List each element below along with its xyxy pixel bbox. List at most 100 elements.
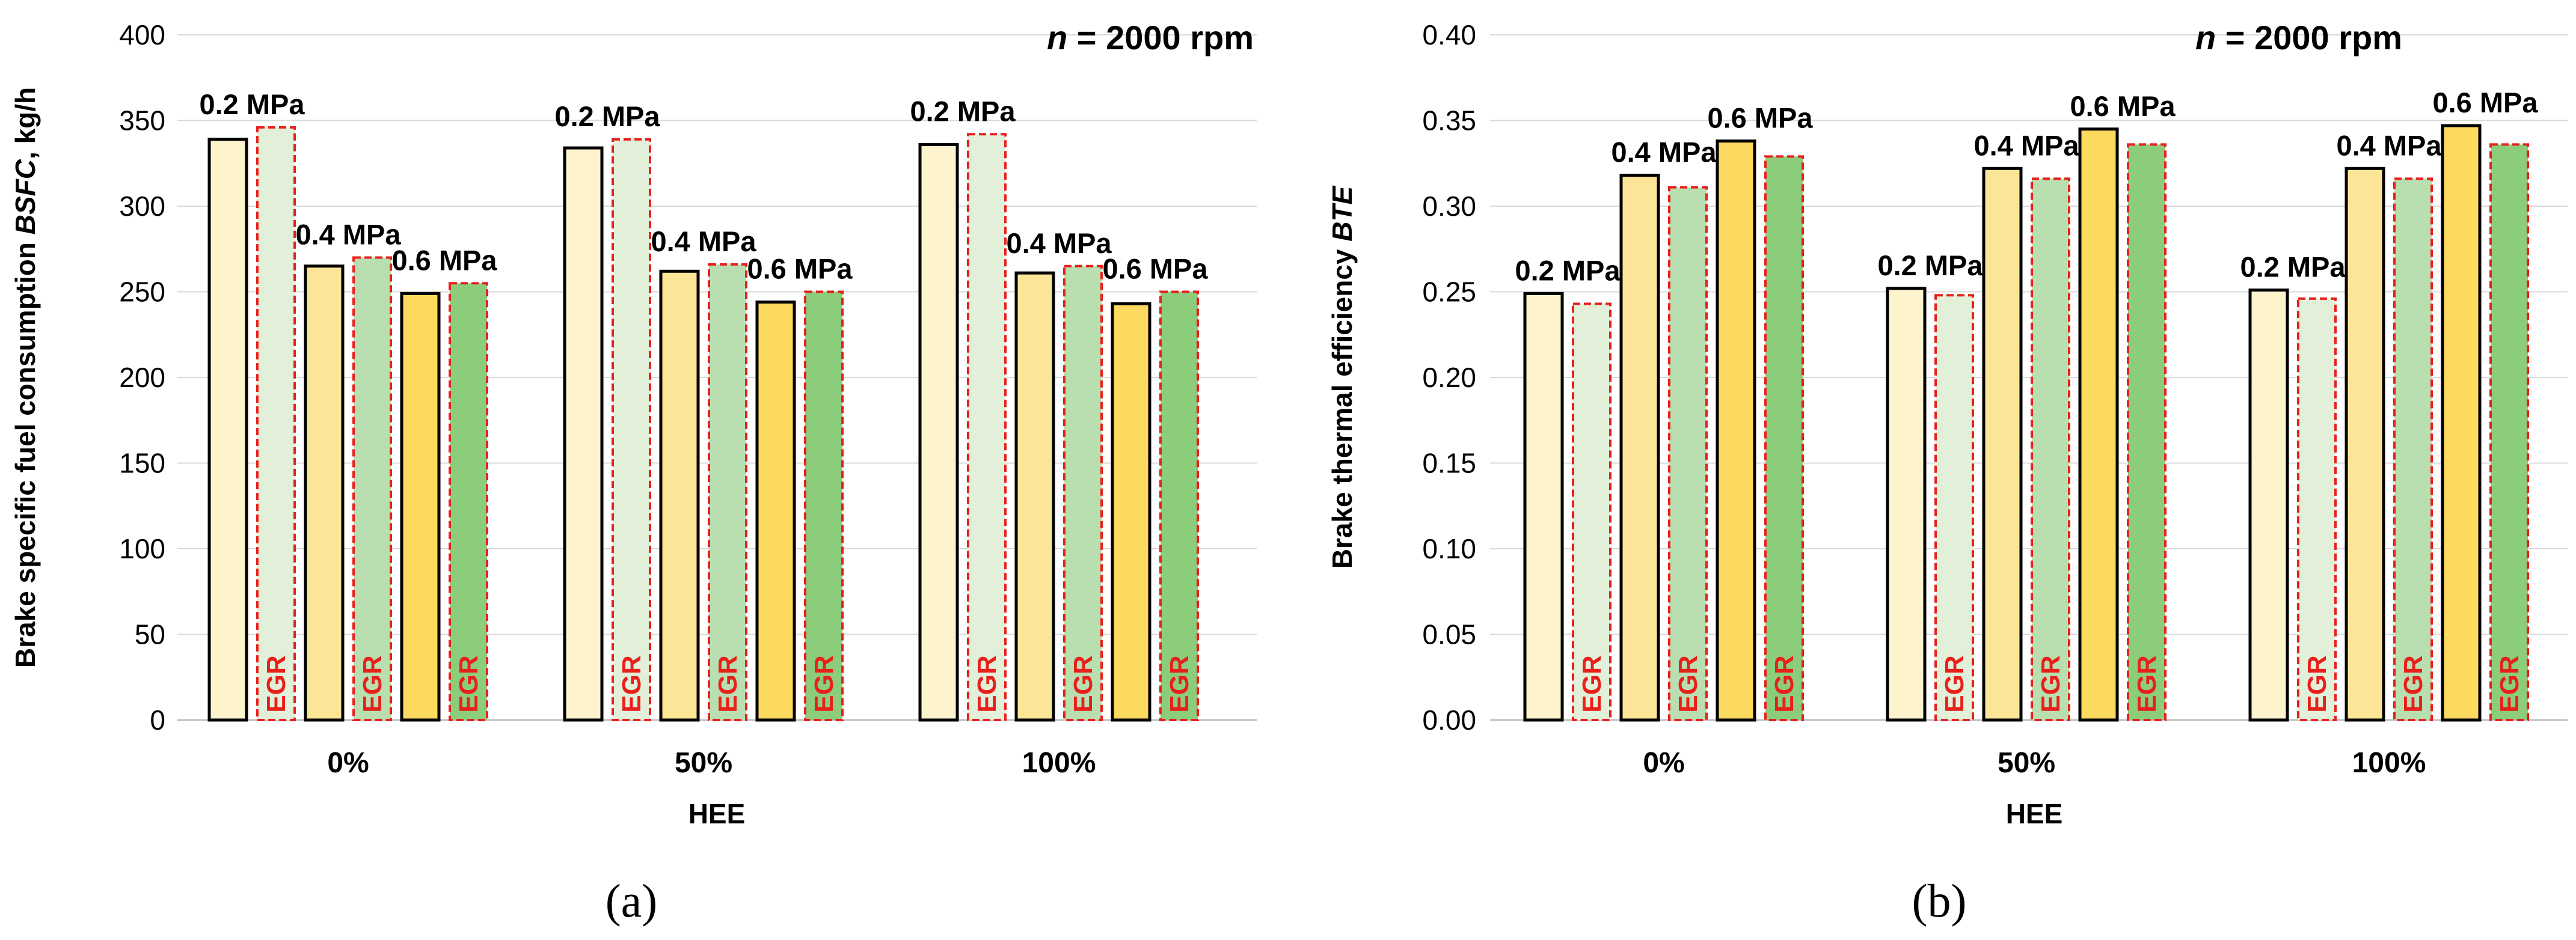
- rpm-annotation-value: = 2000 rpm: [1067, 19, 1254, 56]
- bar-load-label: 0.2 MPa: [1877, 249, 1983, 281]
- bar-load-label: 0.4 MPa: [1611, 136, 1717, 168]
- y-tick-label: 0.00: [1422, 704, 1476, 736]
- bar: [755, 301, 796, 722]
- bar-egr: [256, 126, 296, 721]
- y-axis-title: Brake thermal efficiency BTE: [1326, 185, 1358, 569]
- egr-label: EGR: [2132, 655, 2162, 712]
- bar: [659, 269, 700, 722]
- x-category-label: 100%: [1022, 747, 1096, 779]
- bar-egr: [2297, 297, 2337, 721]
- bar-egr: [1063, 264, 1103, 721]
- x-axis-title: HEE: [2006, 798, 2063, 829]
- x-category-label: 0%: [1643, 747, 1684, 779]
- bar: [2344, 166, 2385, 722]
- bar-egr: [612, 138, 651, 722]
- bar-egr: [967, 133, 1007, 722]
- egr-label: EGR: [1069, 655, 1098, 712]
- egr-label: EGR: [2399, 655, 2428, 712]
- bar: [1111, 302, 1152, 722]
- egr-label: EGR: [972, 655, 1002, 712]
- bar-egr: [2127, 143, 2167, 721]
- x-axis-title: HEE: [688, 798, 746, 829]
- egr-label: EGR: [454, 655, 483, 712]
- rpm-annotation-symbol: n: [2195, 19, 2216, 56]
- rpm-annotation: n = 2000 rpm: [2195, 19, 2402, 56]
- bar-load-label: 0.4 MPa: [651, 225, 756, 257]
- y-tick-label: 350: [119, 105, 165, 136]
- bar-load-label: 0.6 MPa: [2070, 90, 2176, 122]
- bar: [2248, 288, 2289, 722]
- bar-egr: [2489, 143, 2529, 721]
- bar: [918, 142, 959, 722]
- egr-label: EGR: [809, 655, 839, 712]
- rpm-annotation-symbol: n: [1047, 19, 1067, 56]
- bar: [2441, 124, 2482, 722]
- bar-load-label: 0.6 MPa: [2432, 87, 2538, 118]
- panel-a-label: (a): [606, 874, 658, 927]
- egr-label: EGR: [713, 655, 743, 712]
- y-axis-title-part: Brake thermal efficiency: [1326, 242, 1358, 569]
- rpm-annotation: n = 2000 rpm: [1047, 19, 1254, 56]
- x-category-label: 0%: [327, 747, 369, 779]
- egr-label: EGR: [617, 655, 646, 712]
- bar: [1014, 271, 1055, 722]
- y-tick-label: 250: [119, 276, 165, 308]
- y-tick-label: 0.10: [1422, 533, 1476, 564]
- bar-load-label: 0.2 MPa: [554, 100, 660, 132]
- bar: [1619, 174, 1660, 722]
- y-tick-label: 300: [119, 191, 165, 222]
- panel-bsfc-chart: 0 50 100 150 200 250 300 350 400 0.2 MPa EGR 0.4 MP…: [10, 19, 1257, 829]
- bar-egr: [804, 290, 844, 721]
- y-axis-title-part: BTE: [1326, 185, 1358, 241]
- bar-egr: [449, 282, 488, 721]
- bar-egr: [708, 263, 747, 721]
- y-axis-title-part: Brake specific fuel consumption: [10, 234, 41, 668]
- egr-label: EGR: [262, 655, 291, 712]
- egr-label: EGR: [1770, 655, 1799, 712]
- y-tick-label: 200: [119, 362, 165, 393]
- bar-egr: [1572, 302, 1612, 721]
- egr-label: EGR: [2495, 655, 2524, 712]
- egr-label: EGR: [1673, 655, 1703, 712]
- bar-egr: [2393, 177, 2433, 721]
- rpm-annotation-value: = 2000 rpm: [2216, 19, 2402, 56]
- y-axis-title-part: BSFC: [10, 159, 41, 234]
- y-tick-label: 0: [150, 704, 165, 736]
- bar-load-label: 0.6 MPa: [1102, 253, 1208, 285]
- egr-label: EGR: [2302, 655, 2332, 712]
- y-tick-label: 50: [135, 619, 165, 650]
- egr-label: EGR: [2036, 655, 2065, 712]
- y-axis-title: Brake specific fuel consumption BSFC, kg…: [10, 87, 41, 668]
- bar-egr: [1159, 290, 1199, 721]
- panel-bte-chart: 0.00 0.05 0.10 0.15 0.20 0.25 0.30 0.35 0.40 0.2 …: [1326, 19, 2568, 829]
- bar-load-label: 0.6 MPa: [1707, 102, 1813, 134]
- y-tick-label: 0.15: [1422, 448, 1476, 479]
- bar: [1523, 291, 1564, 722]
- y-tick-label: 400: [119, 19, 165, 50]
- bar-load-label: 0.2 MPa: [199, 88, 305, 120]
- y-tick-label: 0.05: [1422, 619, 1476, 650]
- y-tick-label: 0.20: [1422, 362, 1476, 393]
- x-category-label: 50%: [675, 747, 732, 779]
- y-tick-label: 0.25: [1422, 276, 1476, 308]
- egr-label: EGR: [1940, 655, 1969, 712]
- bar-load-label: 0.4 MPa: [295, 219, 401, 251]
- egr-label: EGR: [1577, 655, 1607, 712]
- y-tick-label: 0.35: [1422, 105, 1476, 136]
- egr-label: EGR: [1165, 655, 1194, 712]
- bar: [2078, 127, 2119, 722]
- x-category-label: 100%: [2352, 747, 2426, 779]
- egr-label: EGR: [358, 655, 387, 712]
- bar: [1982, 166, 2023, 722]
- bar-load-label: 0.2 MPa: [1515, 254, 1621, 286]
- bar: [304, 264, 345, 722]
- y-tick-label: 100: [119, 533, 165, 564]
- bar-load-label: 0.4 MPa: [2336, 129, 2442, 161]
- bar: [207, 138, 248, 722]
- y-tick-label: 150: [119, 448, 165, 479]
- bar-egr: [1934, 294, 1974, 721]
- bar-load-label: 0.4 MPa: [1973, 129, 2079, 161]
- y-tick-label: 0.30: [1422, 191, 1476, 222]
- bar-egr: [2031, 177, 2070, 721]
